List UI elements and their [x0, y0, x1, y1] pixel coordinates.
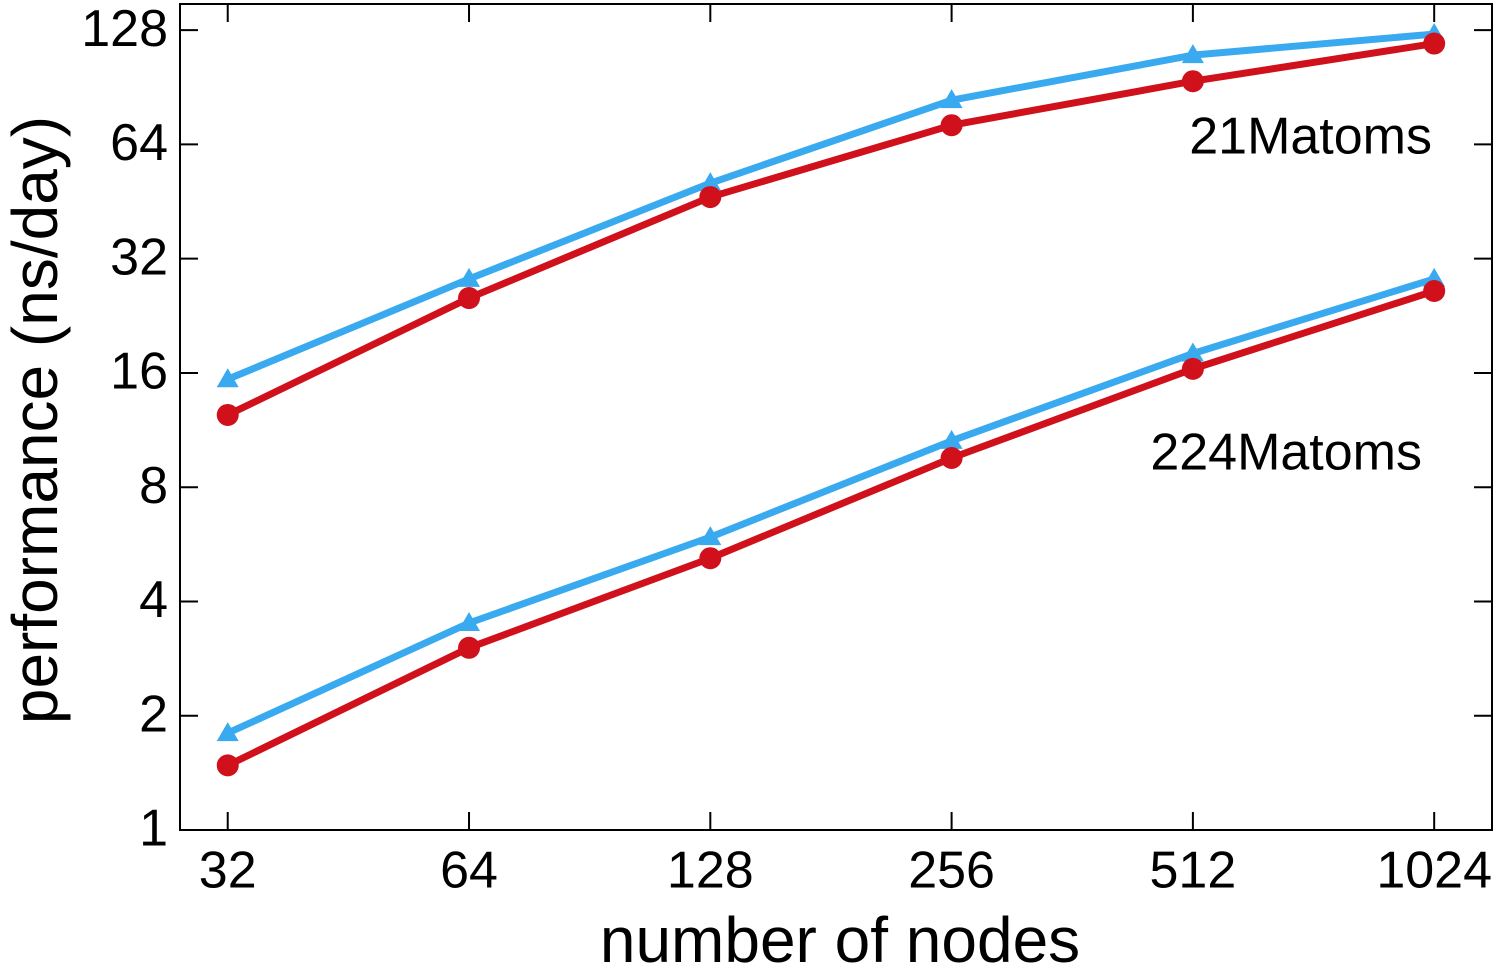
point-marker [940, 447, 963, 470]
y-tick-label: 8 [139, 457, 168, 515]
plot-frame [179, 3, 1493, 831]
series-line [226, 30, 1435, 383]
y-axis-label: performance (ns/day) [0, 116, 71, 724]
point-marker [1181, 357, 1204, 380]
series-line [226, 40, 1435, 419]
point-marker [216, 368, 239, 388]
point-marker [699, 172, 722, 192]
y-tick-label: 16 [110, 343, 168, 401]
y-tick-label: 1 [139, 800, 168, 858]
point-marker [216, 403, 239, 426]
point-marker [1181, 70, 1204, 93]
x-tick-label: 64 [440, 842, 498, 900]
y-tick-label: 2 [139, 685, 168, 743]
point-marker [458, 287, 481, 310]
point-marker [1181, 342, 1204, 362]
point-marker [458, 636, 481, 659]
annotation: 224Matoms [1150, 424, 1422, 482]
y-tick-label: 128 [81, 0, 168, 58]
x-tick-label: 128 [667, 842, 754, 900]
point-marker [216, 754, 239, 777]
point-marker [458, 612, 481, 632]
x-tick-label: 256 [908, 842, 995, 900]
annotation: 21Matoms [1189, 108, 1432, 166]
x-axis-label: number of nodes [600, 904, 1080, 976]
y-tick-label: 64 [110, 114, 168, 172]
point-marker [1423, 32, 1446, 55]
y-tick-label: 4 [139, 571, 168, 629]
point-marker [1181, 44, 1204, 64]
y-tick-label: 32 [110, 228, 168, 286]
point-marker [940, 89, 963, 109]
point-marker [1423, 280, 1446, 303]
point-marker [940, 429, 963, 449]
point-marker [699, 526, 722, 546]
point-marker [458, 267, 481, 287]
series-line [226, 275, 1436, 737]
x-tick-label: 32 [199, 842, 257, 900]
point-marker [940, 114, 963, 137]
point-marker [699, 547, 722, 570]
point-marker [699, 186, 722, 209]
point-marker [216, 722, 239, 742]
series-line [226, 287, 1436, 769]
x-tick-label: 512 [1150, 842, 1237, 900]
x-tick-label: 1024 [1376, 842, 1492, 900]
